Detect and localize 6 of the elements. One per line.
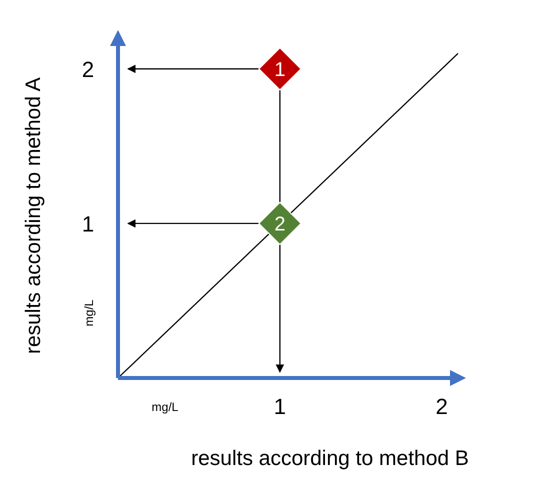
annotation: 1 bbox=[274, 58, 286, 81]
y-axis-title: results according to method A bbox=[22, 77, 45, 354]
text: mg/L bbox=[152, 400, 179, 414]
x-axis-title: results according to method B bbox=[191, 447, 469, 470]
annotation: 2 bbox=[274, 213, 286, 236]
text: mg/L bbox=[82, 299, 96, 326]
